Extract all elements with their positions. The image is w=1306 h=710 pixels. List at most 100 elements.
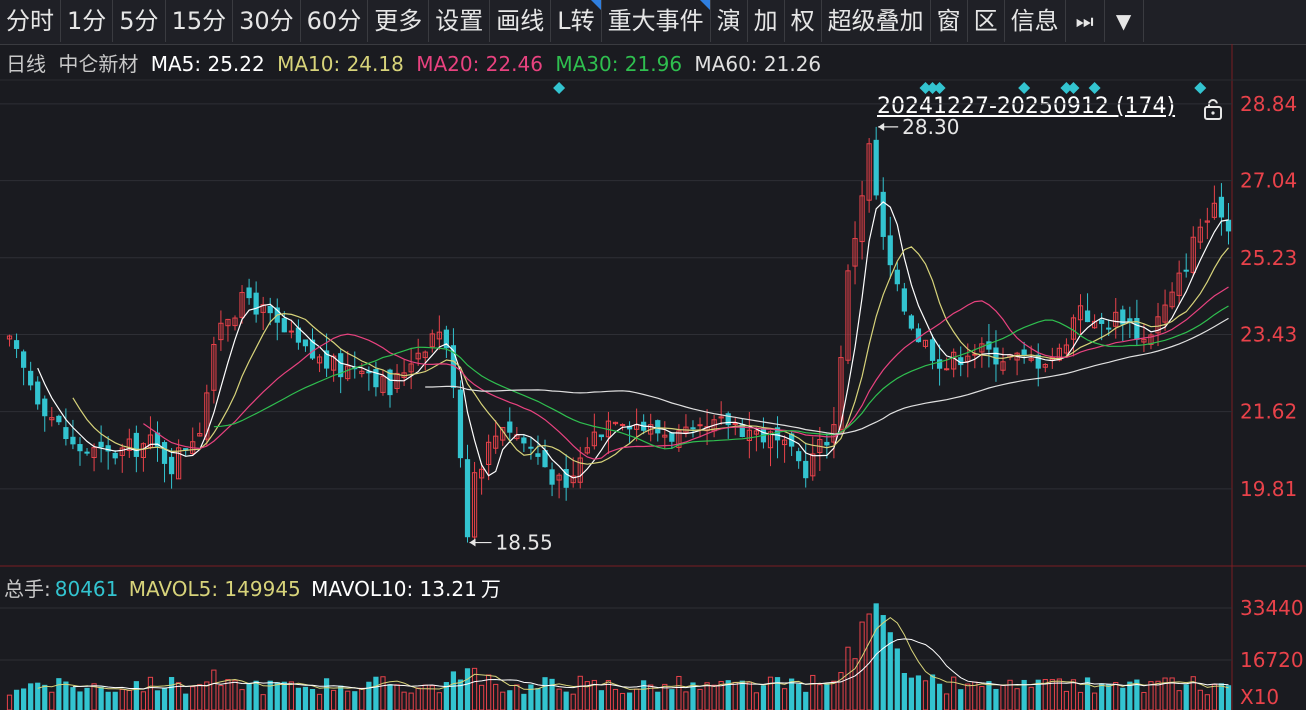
volume-bar xyxy=(63,681,69,710)
volume-bar xyxy=(1141,691,1147,710)
candle-body xyxy=(612,421,619,425)
candle-body xyxy=(232,317,238,327)
volume-bar xyxy=(450,671,457,710)
date-range-label[interactable]: 20241227-20250912 (174) xyxy=(877,94,1176,119)
candle-body xyxy=(1190,236,1196,273)
volume-bar xyxy=(1091,692,1098,710)
toolbar-button-11[interactable]: 演 xyxy=(711,0,748,42)
toolbar-button-12[interactable]: 加 xyxy=(748,0,785,42)
event-marker-icon xyxy=(1060,82,1073,94)
volume-bar xyxy=(218,685,224,710)
volume-bar xyxy=(683,691,689,710)
volume-bar xyxy=(161,687,168,710)
volume-bar xyxy=(662,683,668,710)
candle-body xyxy=(281,318,287,333)
volume-bar xyxy=(1197,689,1203,710)
candle-body xyxy=(316,356,323,364)
event-marker-icon xyxy=(1067,82,1080,94)
toolbar-button-0[interactable]: 分时 xyxy=(0,0,61,42)
candle-body xyxy=(478,468,485,479)
volume-bar xyxy=(676,675,682,710)
candle-body xyxy=(676,430,682,448)
candle-body xyxy=(972,353,978,356)
toolbar-button-3[interactable]: 15分 xyxy=(166,0,234,42)
volume-bar xyxy=(704,682,710,710)
toolbar-button-17[interactable]: 信息 xyxy=(1005,0,1066,42)
next-end-icon[interactable]: ⏭ xyxy=(1066,0,1105,42)
candle-body xyxy=(28,370,34,386)
volume-bar xyxy=(697,688,703,710)
toolbar-button-4[interactable]: 30分 xyxy=(233,0,301,42)
toolbar-button-7[interactable]: 设置 xyxy=(429,0,491,42)
volume-bar xyxy=(528,684,534,710)
volume-bar xyxy=(838,672,844,710)
volume-bar xyxy=(21,688,27,710)
volume-bar xyxy=(500,691,506,710)
volume-bar xyxy=(598,690,604,710)
price-legend: 日线 中仑新材 MA5: 25.22 MA10: 24.18 MA20: 22.… xyxy=(6,48,827,76)
toolbar-button-14[interactable]: 超级叠加 xyxy=(822,0,931,42)
toolbar-button-1[interactable]: 1分 xyxy=(61,0,114,42)
volume-bar xyxy=(1014,688,1020,710)
volume-bar xyxy=(1211,683,1217,710)
volume-bar xyxy=(901,673,907,710)
toolbar-button-16[interactable]: 区 xyxy=(968,0,1005,42)
candle-body xyxy=(443,329,449,349)
volume-bar xyxy=(112,691,118,710)
mavol10-label: MAVOL10: 13.21 xyxy=(311,577,477,601)
ma10-line xyxy=(72,246,1229,465)
toolbar-button-6[interactable]: 更多 xyxy=(368,0,430,42)
volume-bar xyxy=(323,678,330,710)
volume-bar xyxy=(880,615,886,710)
volume-bar xyxy=(965,683,971,710)
toolbar-button-10[interactable]: 重大事件 xyxy=(602,0,711,42)
volume-bar xyxy=(309,688,316,710)
candle-body xyxy=(577,457,583,483)
volume-bar xyxy=(570,693,576,710)
candle-body xyxy=(1042,363,1048,368)
chevron-down-icon[interactable]: ▼ xyxy=(1105,0,1144,42)
volume-value: 80461 xyxy=(54,577,119,601)
toolbar-button-13[interactable]: 权 xyxy=(785,0,822,42)
volume-bar xyxy=(478,684,485,710)
volume-bar xyxy=(979,686,985,710)
volume-bar xyxy=(1000,685,1006,710)
candle-body xyxy=(197,433,203,437)
candle-body xyxy=(42,398,48,417)
volume-bar xyxy=(119,688,125,710)
toolbar-button-2[interactable]: 5分 xyxy=(113,0,166,42)
volume-bar xyxy=(168,677,175,710)
candle-body xyxy=(1197,226,1203,243)
volume-multiplier-label: X10 xyxy=(1240,685,1279,709)
volume-bar xyxy=(760,685,767,710)
candle-body xyxy=(1113,311,1119,327)
volume-bar xyxy=(789,678,795,710)
candle-body xyxy=(302,339,309,347)
toolbar-button-15[interactable]: 窗 xyxy=(931,0,968,42)
candle-body xyxy=(331,355,337,371)
volume-bar xyxy=(232,679,238,710)
volume-bar xyxy=(274,682,280,710)
toolbar-button-9[interactable]: L转 xyxy=(551,0,602,42)
toolbar-button-8[interactable]: 画线 xyxy=(490,0,552,42)
volume-bar xyxy=(1190,676,1196,710)
volume-bar xyxy=(147,676,154,710)
candle-body xyxy=(6,335,13,340)
volume-bar xyxy=(549,678,555,710)
candle-body xyxy=(1183,269,1189,272)
price-tick-label: 19.81 xyxy=(1240,477,1297,501)
event-marker-icon xyxy=(926,82,939,94)
volume-bar xyxy=(1007,679,1013,710)
candle-body xyxy=(323,350,330,369)
candle-body xyxy=(126,438,132,451)
candle-body xyxy=(464,459,471,538)
volume-bar xyxy=(619,692,626,710)
candle-body xyxy=(1084,310,1091,323)
candle-body xyxy=(1077,305,1084,321)
ma20-label: MA20: 22.46 xyxy=(416,52,543,76)
volume-bar xyxy=(810,674,816,710)
toolbar-button-5[interactable]: 60分 xyxy=(301,0,369,42)
volume-bar xyxy=(28,683,34,710)
volume-bar xyxy=(605,680,612,710)
